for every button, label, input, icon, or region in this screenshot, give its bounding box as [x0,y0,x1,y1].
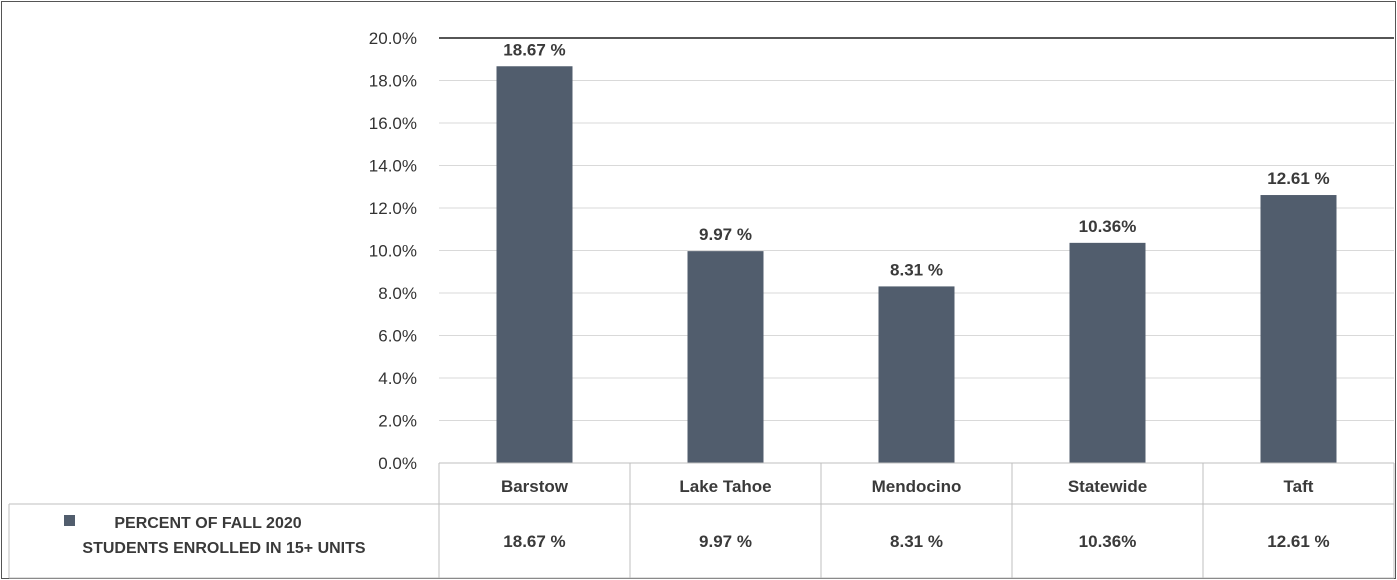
y-tick-label: 4.0% [378,369,417,388]
table-value: 9.97 % [699,532,752,551]
y-tick-label: 18.0% [369,72,417,91]
category-label: Mendocino [872,477,962,496]
y-tick-label: 20.0% [369,29,417,48]
table-value: 12.61 % [1267,532,1329,551]
y-tick-label: 12.0% [369,199,417,218]
y-tick-label: 14.0% [369,157,417,176]
table-value: 10.36% [1079,532,1137,551]
bar [496,66,573,463]
bar [878,286,955,463]
y-tick-label: 8.0% [378,284,417,303]
bar [1069,242,1146,463]
category-label: Lake Tahoe [679,477,771,496]
series-name-line: STUDENTS ENROLLED IN 15+ UNITS [82,540,365,557]
table-value: 18.67 % [503,532,565,551]
bar [687,251,764,463]
data-label: 10.36% [1079,217,1137,236]
data-label: 8.31 % [890,260,943,279]
data-label: 12.61 % [1267,169,1329,188]
y-tick-label: 2.0% [378,412,417,431]
data-label: 9.97 % [699,225,752,244]
data-label: 18.67 % [503,40,565,59]
category-label: Barstow [501,477,569,496]
y-tick-label: 16.0% [369,114,417,133]
category-label: Statewide [1068,477,1147,496]
y-tick-label: 10.0% [369,242,417,261]
bar [1260,195,1337,463]
series-name-line: PERCENT OF FALL 2020 [114,515,301,532]
category-label: Taft [1284,477,1314,496]
legend-key [64,515,75,526]
y-tick-label: 6.0% [378,327,417,346]
table-value: 8.31 % [890,532,943,551]
y-tick-label: 0.0% [378,454,417,473]
